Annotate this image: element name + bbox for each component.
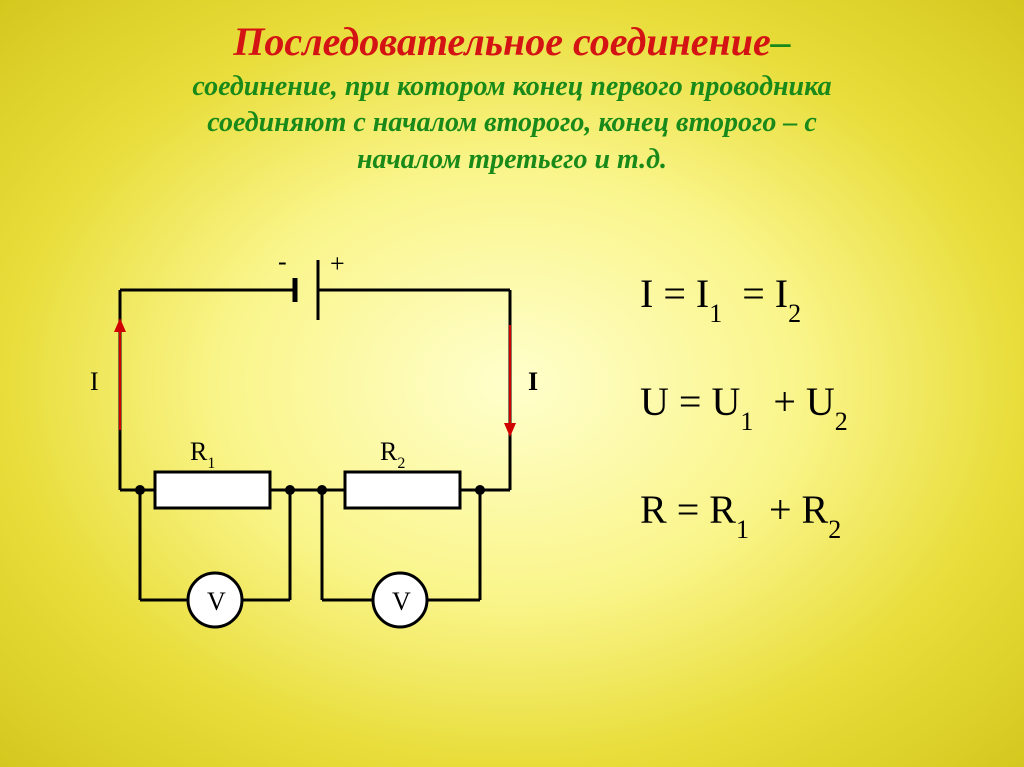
resistor-r2 [345, 472, 460, 508]
label-v2: V [392, 587, 411, 616]
title-dash: – [771, 19, 791, 64]
subtitle-line-2: соединяют с началом второго, конец второ… [40, 105, 984, 141]
main-title: Последовательное соединение [233, 19, 770, 64]
label-i-left: I [90, 367, 99, 396]
circuit-diagram: - + I I R1 R2 V V [60, 250, 580, 700]
label-plus: + [330, 250, 345, 278]
label-r2: R2 [380, 437, 405, 472]
resistor-r1 [155, 472, 270, 508]
subtitle-line-3: началом третьего и т.д. [40, 142, 984, 178]
formula-resistance: R = R1 + R2 [640, 486, 1000, 539]
label-r1: R1 [190, 437, 215, 472]
subtitle: соединение, при котором конец первого пр… [40, 69, 984, 178]
label-minus: - [278, 250, 287, 276]
current-arrow-left-head [114, 318, 126, 332]
current-arrow-right-head [504, 423, 516, 437]
header: Последовательное соединение– соединение,… [0, 0, 1024, 178]
subtitle-line-1: соединение, при котором конец первого пр… [40, 69, 984, 105]
label-v1: V [207, 587, 226, 616]
formula-current: I = I1 = I2 [640, 270, 1000, 323]
label-i-right: I [528, 367, 538, 396]
content: - + I I R1 R2 V V I = I1 = I2 U = U1 + U… [0, 250, 1024, 750]
formulas-block: I = I1 = I2 U = U1 + U2 R = R1 + R2 [640, 270, 1000, 594]
formula-voltage: U = U1 + U2 [640, 378, 1000, 431]
